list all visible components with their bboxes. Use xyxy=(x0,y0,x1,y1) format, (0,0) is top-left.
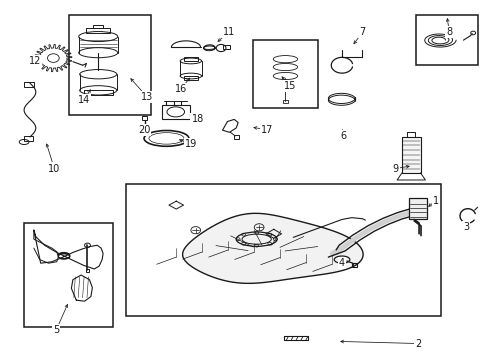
Text: 11: 11 xyxy=(223,27,235,37)
Polygon shape xyxy=(182,213,363,283)
Bar xyxy=(233,135,238,139)
Text: 2: 2 xyxy=(414,338,420,348)
Text: 15: 15 xyxy=(284,81,296,91)
Text: 4: 4 xyxy=(338,258,345,268)
Bar xyxy=(282,100,288,103)
Bar xyxy=(142,130,147,134)
Text: 19: 19 xyxy=(184,139,197,149)
Bar xyxy=(83,90,113,95)
Bar xyxy=(24,82,34,87)
Bar xyxy=(183,57,197,61)
Text: 8: 8 xyxy=(446,27,451,37)
Text: 17: 17 xyxy=(261,125,273,135)
Bar xyxy=(253,40,317,108)
Text: 12: 12 xyxy=(29,56,41,66)
Bar xyxy=(24,223,113,327)
Bar xyxy=(401,137,420,173)
Text: 7: 7 xyxy=(359,27,365,37)
Text: 3: 3 xyxy=(462,222,468,231)
Bar xyxy=(86,28,110,33)
Text: 18: 18 xyxy=(191,114,203,124)
Text: 20: 20 xyxy=(138,125,150,135)
Bar xyxy=(126,184,440,316)
Bar xyxy=(69,15,151,116)
Text: 9: 9 xyxy=(392,163,398,174)
Text: 6: 6 xyxy=(339,131,346,141)
Bar xyxy=(24,136,33,140)
Bar xyxy=(183,76,197,80)
Text: 1: 1 xyxy=(432,196,438,206)
Bar xyxy=(408,198,426,220)
Bar xyxy=(415,15,477,65)
Text: 14: 14 xyxy=(77,95,89,105)
Text: 13: 13 xyxy=(141,92,153,102)
Bar xyxy=(161,105,189,119)
Text: 10: 10 xyxy=(48,163,61,174)
Bar xyxy=(142,116,147,120)
Bar xyxy=(351,263,356,267)
Text: 16: 16 xyxy=(175,84,187,94)
Bar xyxy=(223,45,229,49)
Bar xyxy=(85,269,89,272)
Text: 5: 5 xyxy=(53,325,59,335)
